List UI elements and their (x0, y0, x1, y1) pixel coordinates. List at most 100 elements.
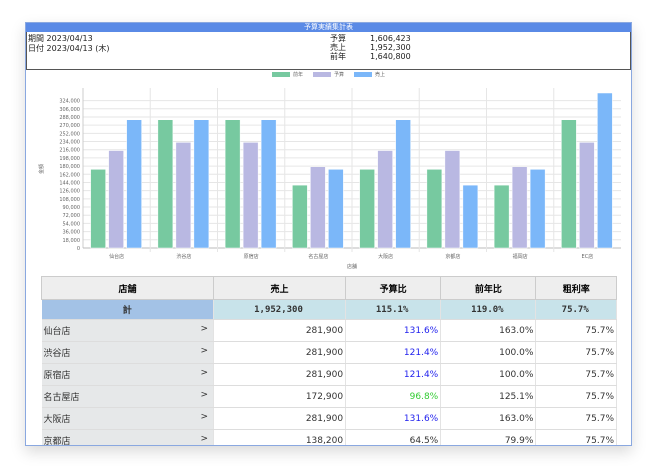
cell-margin: 75.7% (535, 407, 617, 430)
summary-value: 1,606,423 (370, 34, 411, 43)
legend-item[interactable]: 前年 (271, 71, 303, 78)
bar-前年[interactable] (493, 184, 510, 249)
period-label: 期間 (28, 34, 44, 43)
y-tick-label: 18,000 (63, 238, 81, 244)
cell-budget_ratio: 131.6% (345, 319, 442, 342)
expand-arrow-icon[interactable]: > (200, 412, 208, 422)
x-tick-label: 渋谷店 (176, 253, 191, 260)
total-label: 計 (41, 299, 214, 320)
expand-arrow-icon[interactable]: > (200, 346, 208, 356)
column-header[interactable]: 売上 (212, 276, 347, 300)
summary-label: 売上 (330, 43, 346, 52)
summary-row: 前年 1,640,800 (330, 52, 411, 61)
cell-sales: 281,900 (213, 319, 347, 342)
expand-arrow-icon[interactable]: > (200, 390, 208, 400)
store-name-cell[interactable]: 仙台店 > (41, 319, 214, 342)
bar-売上[interactable] (260, 119, 277, 249)
table-row[interactable]: 原宿店 >281,900 121.4% 100.0% 75.7% (41, 363, 617, 386)
column-header[interactable]: 粗利率 (535, 276, 617, 300)
expand-arrow-icon[interactable]: > (200, 434, 208, 444)
bar-売上[interactable] (529, 169, 546, 249)
bar-前年[interactable] (359, 169, 375, 249)
column-header[interactable]: 店舗 (41, 276, 214, 300)
cell-margin: 75.7% (535, 385, 617, 408)
store-name-cell[interactable]: 大阪店 > (41, 407, 214, 430)
bar-予算[interactable] (511, 166, 528, 249)
bar-売上[interactable] (395, 119, 411, 249)
x-tick-label: 福岡店 (513, 253, 528, 260)
store-name: 名古屋店 (43, 393, 80, 403)
legend-item[interactable]: 予算 (312, 71, 344, 78)
table-row[interactable]: 渋谷店 >281,900 121.4% 100.0% 75.7% (41, 341, 617, 364)
bar-予算[interactable] (377, 150, 393, 249)
bar-売上[interactable] (193, 119, 210, 249)
x-tick-label: 京都店 (445, 253, 460, 260)
bar-前年[interactable] (157, 119, 174, 249)
total-row: 計 1,952,300 115.1% 119.0% 75.7% (41, 299, 617, 320)
bar-前年[interactable] (292, 184, 308, 249)
report-title: 予算実績集計表 (26, 23, 631, 32)
summary-label: 前年 (330, 52, 346, 61)
period-value: 2023/04/13 (46, 34, 93, 43)
legend-item[interactable]: 売上 (354, 71, 385, 78)
bar-予算[interactable] (242, 142, 259, 249)
bar-予算[interactable] (310, 166, 326, 249)
bar-予算[interactable] (579, 142, 595, 249)
store-name-cell[interactable]: 渋谷店 > (41, 341, 214, 364)
y-tick-label: 180,000 (59, 164, 80, 170)
y-tick-label: 36,000 (63, 230, 81, 236)
column-header[interactable]: 前年比 (440, 276, 537, 300)
table-row[interactable]: 仙台店 >281,900 131.6% 163.0% 75.7% (41, 319, 617, 342)
y-axis-title: 金額 (38, 164, 45, 174)
table-row[interactable]: 大阪店 >281,900 131.6% 163.0% 75.7% (41, 407, 617, 430)
y-tick-label: 288,000 (59, 115, 80, 121)
y-tick-label: 54,000 (63, 221, 81, 227)
cell-sales: 172,900 (213, 385, 347, 408)
bar-chart: 0 18,000 36,000 54,000 72,000 90,000 108,000 12… (38, 88, 621, 270)
cell-budget_ratio: 96.8% (345, 385, 442, 408)
bar-予算[interactable] (444, 150, 461, 249)
summary-row: 売上 1,952,300 (330, 43, 411, 52)
store-name-cell[interactable]: 原宿店 > (41, 363, 214, 386)
y-tick-label: 306,000 (59, 107, 80, 113)
y-tick-label: 324,000 (59, 99, 80, 105)
store-name: 仙台店 (43, 327, 71, 337)
column-header[interactable]: 予算比 (345, 276, 442, 300)
bar-売上[interactable] (328, 169, 344, 249)
bar-前年[interactable] (90, 169, 106, 249)
total-budget_ratio: 115.1% (345, 299, 442, 320)
cell-budget_ratio: 131.6% (345, 407, 442, 430)
cell-prev_ratio: 163.0% (440, 319, 537, 342)
cell-sales: 281,900 (213, 363, 347, 386)
y-tick-label: 108,000 (59, 197, 80, 203)
total-sales: 1,952,300 (213, 299, 347, 320)
cell-margin: 75.7% (535, 429, 617, 445)
expand-arrow-icon[interactable]: > (200, 368, 208, 378)
summary-value: 1,952,300 (370, 43, 411, 52)
bar-予算[interactable] (175, 142, 192, 249)
store-name-cell[interactable]: 京都店 > (41, 429, 214, 445)
date-label: 日付 (28, 44, 44, 53)
y-tick-label: 72,000 (63, 213, 81, 219)
legend-swatch (354, 72, 372, 77)
bar-売上[interactable] (462, 184, 479, 249)
y-tick-label: 144,000 (59, 180, 80, 186)
y-tick-label: 252,000 (59, 131, 80, 137)
table-row[interactable]: 京都店 >138,200 64.5% 79.9% 75.7% (41, 429, 617, 445)
store-name: 大阪店 (43, 415, 71, 425)
expand-arrow-icon[interactable]: > (200, 324, 208, 334)
cell-budget_ratio: 121.4% (345, 341, 442, 364)
store-name-cell[interactable]: 名古屋店 > (41, 385, 214, 408)
bar-前年[interactable] (224, 119, 241, 249)
bar-売上[interactable] (597, 92, 613, 249)
y-tick-label: 162,000 (59, 172, 80, 178)
bar-予算[interactable] (108, 150, 124, 249)
cell-prev_ratio: 125.1% (440, 385, 537, 408)
bar-売上[interactable] (126, 119, 142, 249)
bar-前年[interactable] (426, 169, 443, 249)
y-tick-label: 90,000 (63, 205, 81, 211)
table-row[interactable]: 名古屋店 >172,900 96.8% 125.1% 75.7% (41, 385, 617, 408)
bar-前年[interactable] (561, 119, 577, 249)
summary-value: 1,640,800 (370, 52, 411, 61)
legend-label: 予算 (333, 72, 344, 78)
